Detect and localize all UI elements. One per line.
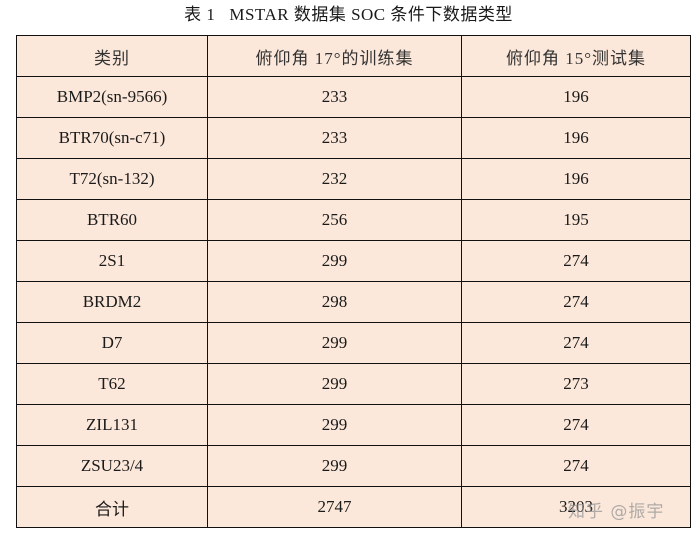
cell-test-15: 195 — [461, 199, 691, 241]
cell-train-17: 298 — [207, 281, 462, 323]
cell-train-17: 299 — [207, 363, 462, 405]
cell-train-17: 233 — [207, 76, 462, 118]
table-row: BMP2(sn-9566) 233 196 — [16, 76, 691, 118]
caption-title: MSTAR 数据集 SOC 条件下数据类型 — [229, 5, 513, 24]
cell-train-17: 299 — [207, 322, 462, 364]
cell-test-15: 196 — [461, 76, 691, 118]
cell-category: ZIL131 — [16, 404, 208, 446]
caption-label: 表 1 — [184, 5, 216, 24]
cell-category: T72(sn-132) — [16, 158, 208, 200]
cell-total-label: 合计 — [16, 486, 208, 528]
cell-train-17: 232 — [207, 158, 462, 200]
header-category: 类别 — [16, 35, 208, 77]
table-row: BTR70(sn-c71) 233 196 — [16, 117, 691, 159]
header-row: 类别 俯仰角 17°的训练集 俯仰角 15°测试集 — [16, 35, 691, 77]
cell-category: 2S1 — [16, 240, 208, 282]
cell-category: BTR60 — [16, 199, 208, 241]
cell-category: BRDM2 — [16, 281, 208, 323]
cell-category: ZSU23/4 — [16, 445, 208, 487]
cell-test-15: 274 — [461, 240, 691, 282]
cell-category: BTR70(sn-c71) — [16, 117, 208, 159]
cell-test-15: 196 — [461, 158, 691, 200]
cell-test-15: 274 — [461, 281, 691, 323]
cell-test-15: 196 — [461, 117, 691, 159]
header-test-15: 俯仰角 15°测试集 — [461, 35, 691, 77]
mstar-soc-table: 类别 俯仰角 17°的训练集 俯仰角 15°测试集 BMP2(sn-9566) … — [16, 35, 691, 528]
table-row: BTR60 256 195 — [16, 199, 691, 241]
table-row: D7 299 274 — [16, 322, 691, 364]
cell-test-15: 274 — [461, 404, 691, 446]
cell-category: BMP2(sn-9566) — [16, 76, 208, 118]
cell-category: T62 — [16, 363, 208, 405]
cell-test-15: 273 — [461, 363, 691, 405]
total-row: 合计 2747 3203 — [16, 486, 691, 528]
table-row: ZSU23/4 299 274 — [16, 445, 691, 487]
header-train-17: 俯仰角 17°的训练集 — [207, 35, 462, 77]
cell-train-17: 299 — [207, 404, 462, 446]
cell-category: D7 — [16, 322, 208, 364]
table-row: ZIL131 299 274 — [16, 404, 691, 446]
table-row: 2S1 299 274 — [16, 240, 691, 282]
cell-train-17: 299 — [207, 240, 462, 282]
cell-test-15: 274 — [461, 322, 691, 364]
cell-total-train-17: 2747 — [207, 486, 462, 528]
cell-test-15: 274 — [461, 445, 691, 487]
table-row: T72(sn-132) 232 196 — [16, 158, 691, 200]
table-row: BRDM2 298 274 — [16, 281, 691, 323]
cell-total-test-15: 3203 — [461, 486, 691, 528]
cell-train-17: 299 — [207, 445, 462, 487]
cell-train-17: 233 — [207, 117, 462, 159]
table-caption: 表 1 MSTAR 数据集 SOC 条件下数据类型 — [0, 4, 697, 26]
table-row: T62 299 273 — [16, 363, 691, 405]
cell-train-17: 256 — [207, 199, 462, 241]
